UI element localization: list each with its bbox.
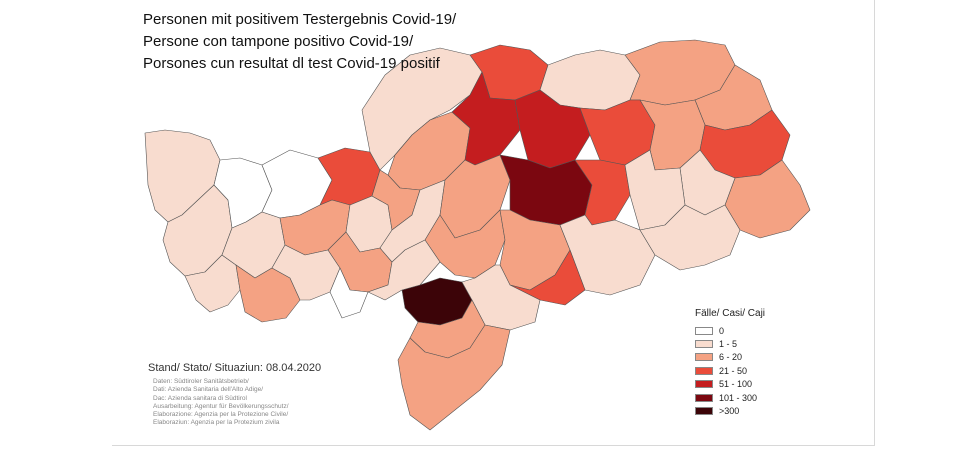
credit-line: Daten: Südtiroler Sanitätsbetrieb/ <box>153 378 249 385</box>
credit-line: Ausarbeitung: Agentur für Bevölkerungssc… <box>153 402 289 410</box>
legend-label: 51 - 100 <box>719 379 753 390</box>
title-line-ladin: Porsones cun resultat dl test Covid-19 p… <box>143 55 440 72</box>
credit-line: Elaborazione: Agenzia per la Protezione … <box>153 411 289 419</box>
municipality-region <box>514 89 591 169</box>
legend-label: 21 - 50 <box>719 365 748 376</box>
legend-label: 101 - 300 <box>719 392 758 403</box>
legend-item: 21 - 50 <box>695 364 765 377</box>
legend-item: 0 <box>695 324 765 337</box>
legend-label: >300 <box>719 406 740 417</box>
municipality-region <box>397 324 511 431</box>
legend-swatch <box>695 353 713 362</box>
legend-item: 6 - 20 <box>695 351 765 364</box>
status-date: Stand/ Stato/ Situaziun: 08.04.2020 <box>148 362 322 374</box>
municipality-region <box>367 239 441 301</box>
legend-swatch <box>695 380 713 389</box>
municipality-region <box>639 204 741 271</box>
map-title: Personen mit positivem Testergebnis Covi… <box>143 9 456 75</box>
credit-line: Elaboraziun: Agenzia per la Protezium zi… <box>153 419 280 427</box>
credit-line: Dati: Azienda Sanitaria dell'Alto Adige/ <box>153 386 264 394</box>
data-credits: Daten: Südtiroler Sanitätsbetrieb/ Dati:… <box>153 378 289 428</box>
credit-line: Dac: Azienda sanitara di Südtirol <box>153 394 247 402</box>
legend-swatch <box>695 340 713 349</box>
map-frame <box>112 0 875 446</box>
legend-swatch <box>695 366 713 375</box>
legend-swatch <box>695 326 713 335</box>
legend-swatch <box>695 407 713 416</box>
legend-label: 6 - 20 <box>719 352 743 363</box>
map-legend: Fälle/ Casi/ Caji 0 1 - 5 6 - 20 21 - 50 51 … <box>695 308 765 418</box>
municipality-region <box>271 244 341 301</box>
legend-item: 51 - 100 <box>695 378 765 391</box>
legend-item: 101 - 300 <box>695 391 765 404</box>
title-line-italian: Persone con tampone positivo Covid-19/ <box>143 33 414 50</box>
municipality-region <box>509 249 586 306</box>
legend-label: 1 - 5 <box>719 339 738 350</box>
legend-label: 0 <box>719 325 725 336</box>
legend-swatch <box>695 393 713 402</box>
legend-title: Fälle/ Casi/ Caji <box>695 308 766 319</box>
title-line-german: Personen mit positivem Testergebnis Covi… <box>143 11 457 28</box>
legend-item: >300 <box>695 404 765 417</box>
legend-item: 1 - 5 <box>695 337 765 350</box>
